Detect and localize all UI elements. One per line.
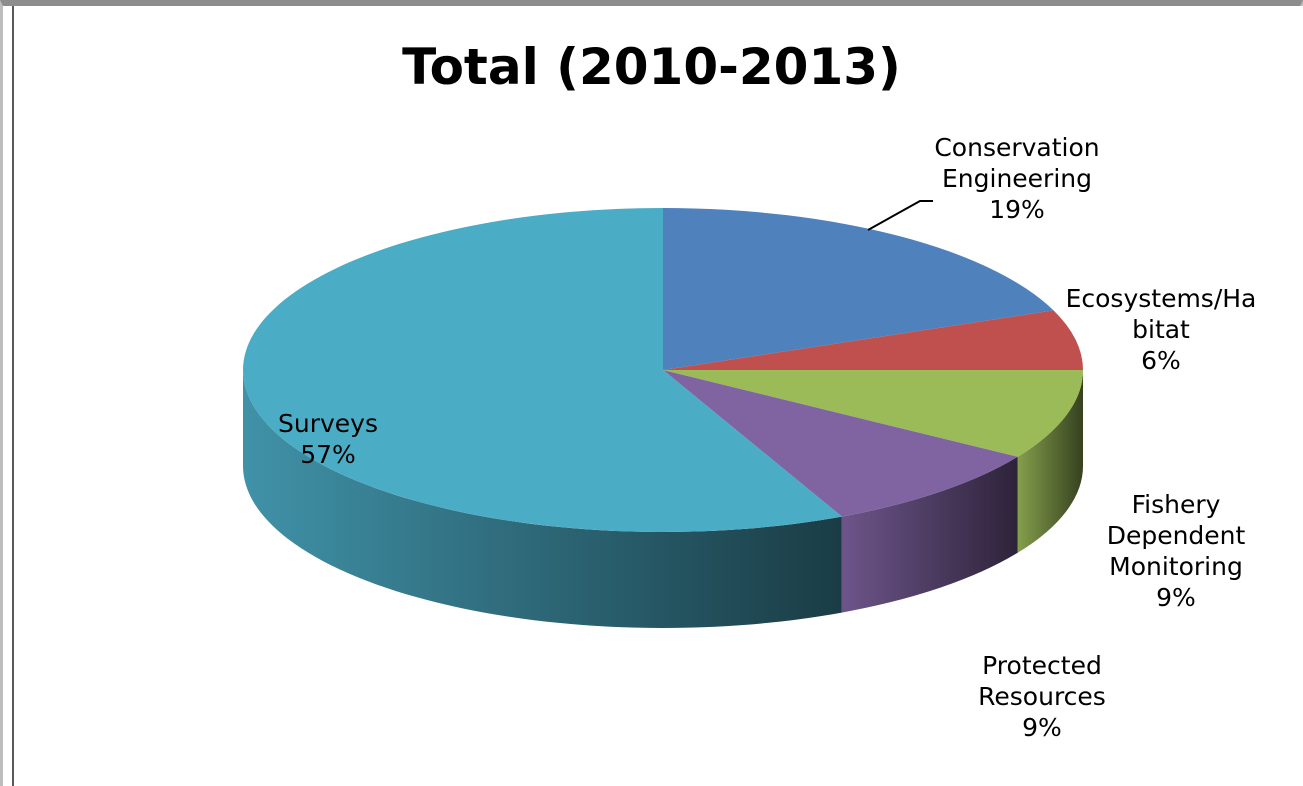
slice-percent-1: 6%: [1141, 346, 1181, 375]
slice-percent-4: 57%: [300, 440, 356, 469]
slice-label-1: Ecosystems/Ha bitat 6%: [1066, 284, 1257, 375]
leader-line-0: [867, 200, 933, 231]
slice-label-0: Conservation Engineering 19%: [934, 133, 1099, 224]
pie-slice-4: [243, 208, 842, 532]
slice-percent-3: 9%: [1022, 713, 1062, 742]
slice-label-line-2-0: Fishery: [1132, 490, 1221, 519]
pie-slice-3: [663, 370, 1018, 517]
slice-label-line-4-0: Surveys: [278, 409, 378, 438]
slice-label-line-2-2: Monitoring: [1109, 552, 1243, 581]
slice-percent-0: 19%: [989, 195, 1045, 224]
slice-label-line-1-0: Ecosystems/Ha: [1066, 284, 1257, 313]
slice-label-line-0-0: Conservation: [934, 133, 1099, 162]
slice-label-line-3-0: Protected: [982, 651, 1102, 680]
slice-label-2: Fishery Dependent Monitoring 9%: [1107, 490, 1246, 612]
slice-label-line-0-1: Engineering: [942, 164, 1092, 193]
slice-label-3: Protected Resources 9%: [978, 651, 1106, 742]
slice-label-line-3-1: Resources: [978, 682, 1106, 711]
pie-side-3: [841, 456, 1018, 613]
slice-label-4: Surveys 57%: [278, 409, 378, 469]
slice-label-line-2-1: Dependent: [1107, 521, 1246, 550]
pie-side-4: [243, 370, 842, 628]
chart-title: Total (2010-2013): [402, 38, 901, 96]
pie-slice-0: [663, 208, 1054, 370]
slice-label-line-1-1: bitat: [1132, 315, 1190, 344]
pie-slice-1: [663, 310, 1083, 370]
slice-percent-2: 9%: [1156, 583, 1196, 612]
pie-slice-2: [663, 370, 1083, 457]
pie-side-2: [1017, 370, 1083, 553]
